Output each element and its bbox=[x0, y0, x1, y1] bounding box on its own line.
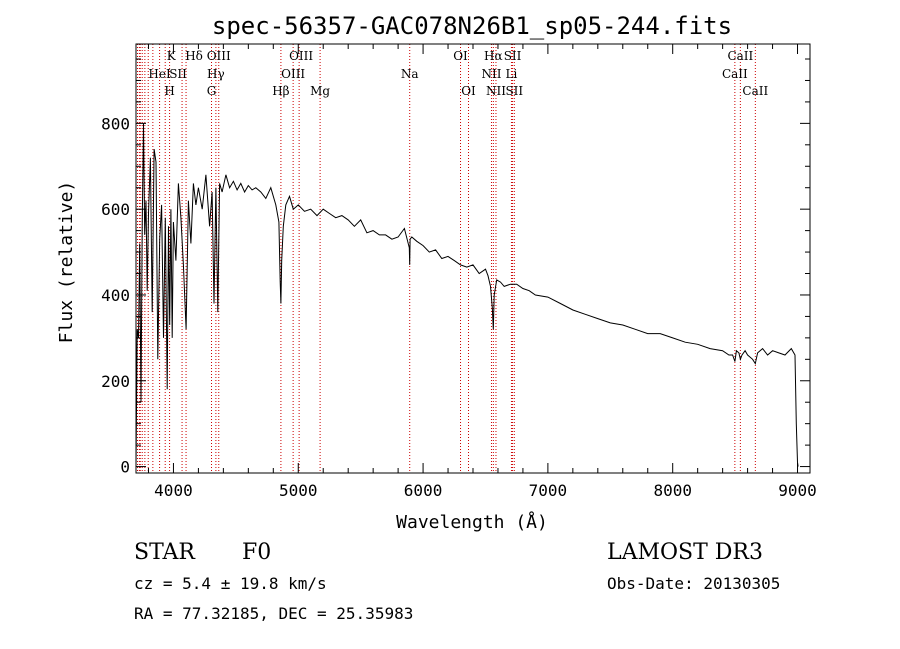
x-tick-label: 4000 bbox=[154, 481, 193, 500]
object-subclass: F0 bbox=[242, 540, 272, 565]
chart-title: spec-56357-GAC078N26B1_sp05-244.fits bbox=[212, 12, 732, 40]
spectrum-series bbox=[135, 123, 799, 467]
x-tick-label: 5000 bbox=[279, 481, 318, 500]
spectral-line-label: OIII bbox=[281, 67, 305, 81]
spectral-line-label: G bbox=[207, 84, 217, 98]
spectral-line-label: OI bbox=[461, 84, 476, 98]
spectral-line-label: CaII bbox=[727, 49, 753, 63]
spectral-line-label: Mg bbox=[310, 84, 330, 98]
y-axis-ticks: 0 200 400 600 800 bbox=[101, 58, 810, 477]
spectral-line-label: SII bbox=[169, 67, 187, 81]
x-axis-ticks: 4000 5000 6000 7000 8000 9000 bbox=[147, 44, 817, 500]
spectral-line-label: SII bbox=[505, 84, 523, 98]
y-tick-label: 400 bbox=[101, 286, 130, 305]
survey-name: LAMOST DR3 bbox=[607, 540, 763, 565]
object-class: STAR bbox=[134, 540, 195, 565]
spectral-line-label: SII bbox=[504, 49, 522, 63]
spectral-line-label: Na bbox=[401, 67, 419, 81]
x-tick-label: 6000 bbox=[404, 481, 443, 500]
y-axis-label: Flux (relative) bbox=[56, 181, 77, 344]
y-tick-label: 0 bbox=[120, 458, 130, 477]
spectral-line-label: Hγ bbox=[207, 67, 225, 81]
observation-date: Obs-Date: 20130305 bbox=[607, 574, 781, 593]
spectral-line-label: Hβ bbox=[272, 84, 289, 98]
x-axis-label: Wavelength (Å) bbox=[396, 511, 548, 533]
x-tick-label: 9000 bbox=[778, 481, 817, 500]
spectral-line-label: NII bbox=[486, 84, 506, 98]
spectral-line-label: Li bbox=[506, 67, 518, 81]
spectral-line-label: H bbox=[164, 84, 174, 98]
spectral-line-label: K bbox=[167, 49, 177, 63]
x-tick-label: 8000 bbox=[653, 481, 692, 500]
coordinates: RA = 77.32185, DEC = 25.35983 bbox=[134, 604, 414, 623]
spectral-line-label: Hα bbox=[484, 49, 503, 63]
spectral-line-label: OIII bbox=[289, 49, 313, 63]
spectral-line-label: OIII bbox=[207, 49, 231, 63]
spectral-line-label: NII bbox=[481, 67, 501, 81]
y-tick-label: 800 bbox=[101, 114, 130, 133]
x-tick-label: 7000 bbox=[529, 481, 568, 500]
spectral-line-markers bbox=[136, 44, 756, 473]
spectral-line-label: HeI bbox=[148, 67, 171, 81]
spectral-line-label: OI bbox=[453, 49, 468, 63]
y-tick-label: 600 bbox=[101, 200, 130, 219]
redshift-value: cz = 5.4 ± 19.8 km/s bbox=[134, 574, 327, 593]
y-tick-label: 200 bbox=[101, 372, 130, 391]
spectral-line-label: Hδ bbox=[185, 49, 203, 63]
spectral-line-label: CaII bbox=[722, 67, 748, 81]
plot-frame bbox=[135, 43, 811, 474]
spectral-line-label: CaII bbox=[742, 84, 768, 98]
